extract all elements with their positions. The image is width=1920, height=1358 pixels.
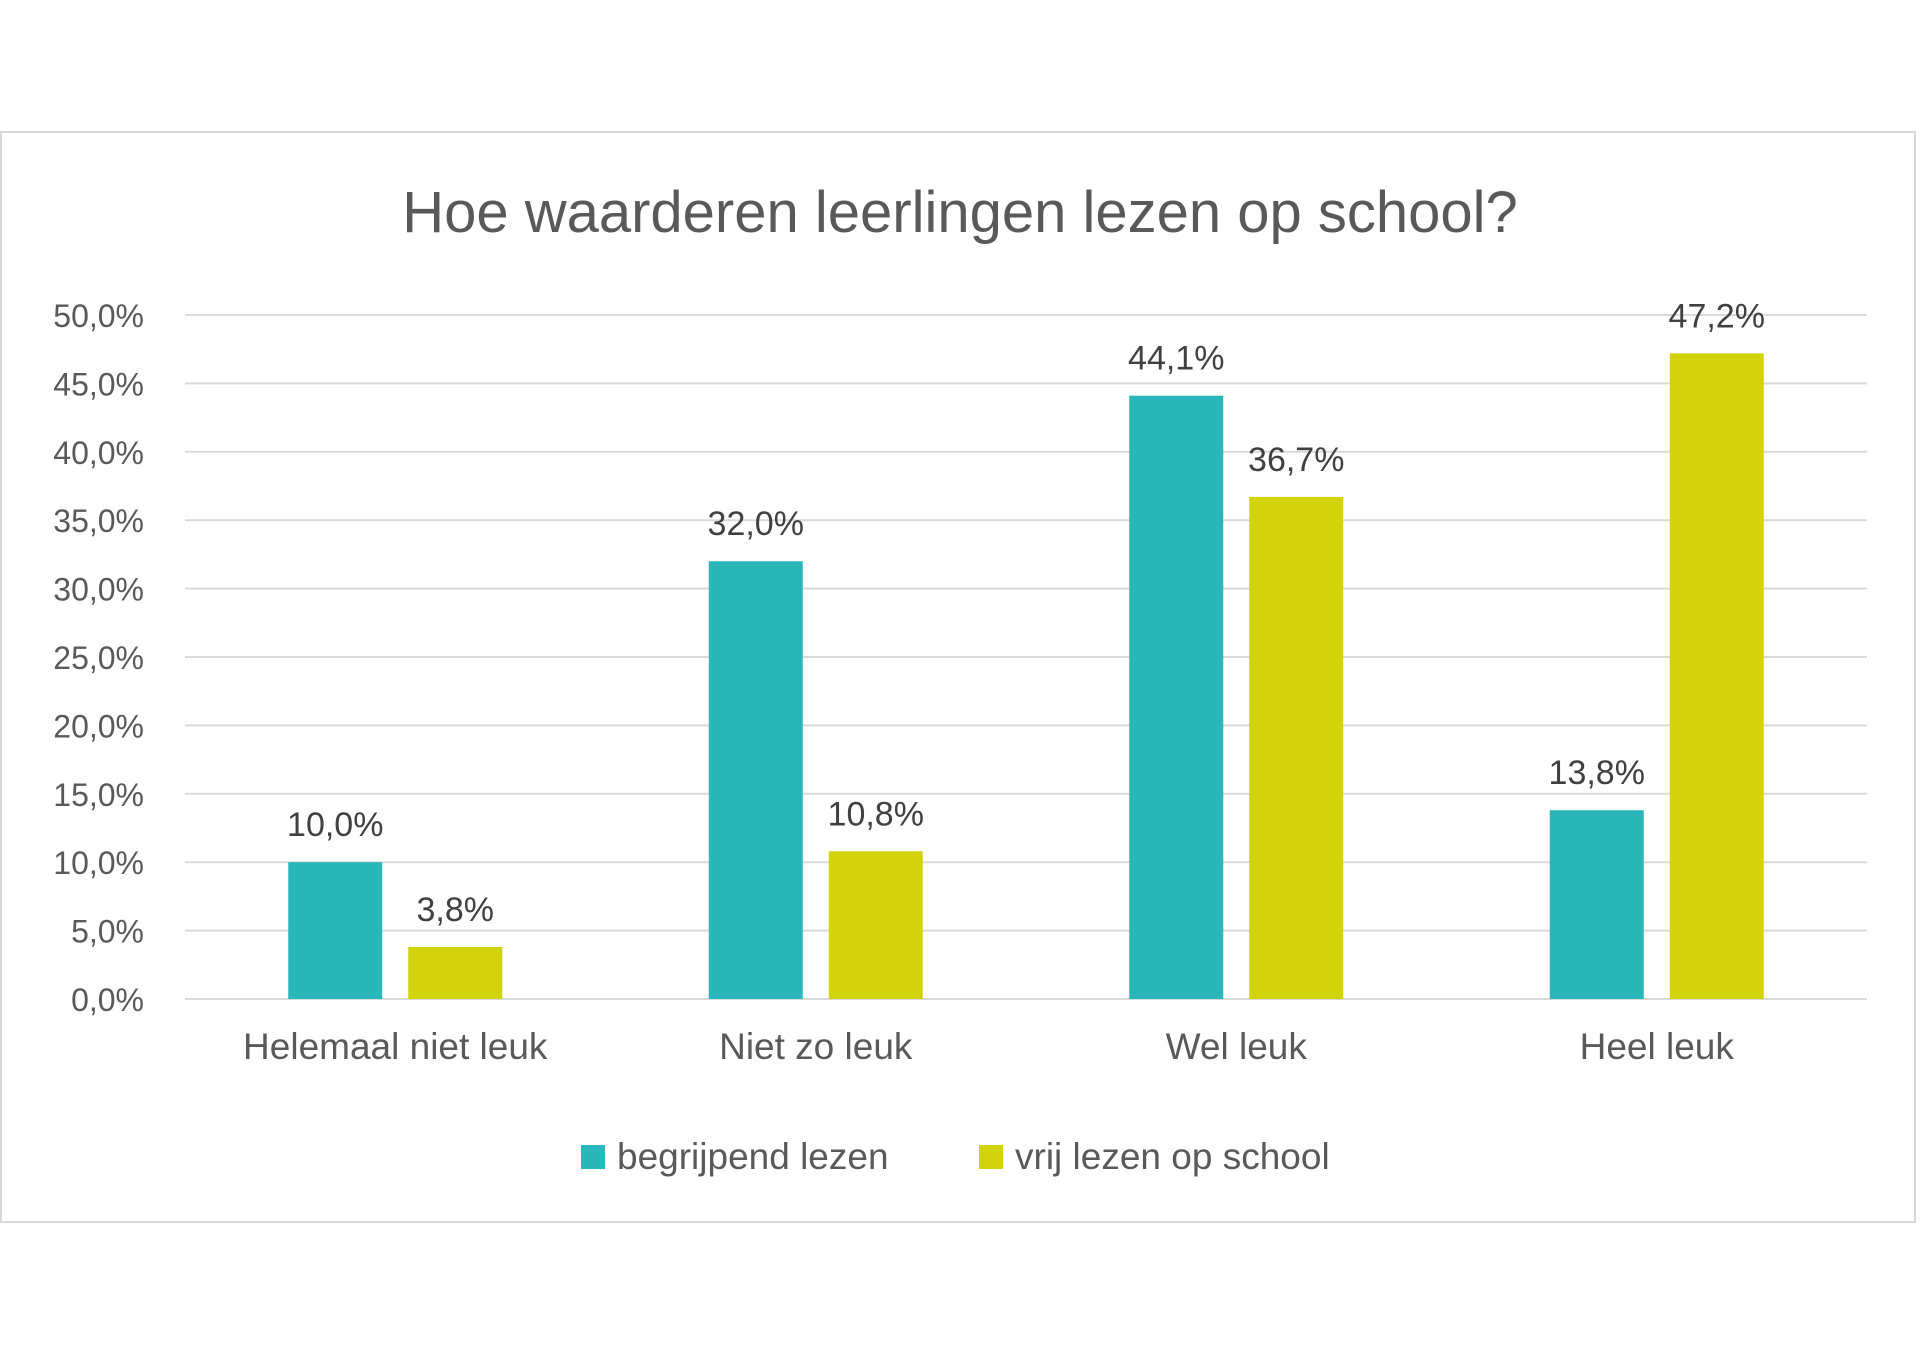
y-axis-tick-labels: 0,0% 5,0% 10,0% 15,0% 20,0% 25,0% 30,0% 35,0% 40… bbox=[53, 298, 144, 1018]
y-tick-label: 15,0% bbox=[53, 777, 144, 813]
y-tick-label: 40,0% bbox=[53, 435, 144, 471]
data-label: 10,8% bbox=[828, 795, 924, 833]
y-tick-label: 45,0% bbox=[53, 366, 144, 402]
data-label: 3,8% bbox=[417, 891, 495, 929]
y-tick-label: 5,0% bbox=[71, 914, 144, 950]
y-tick-label: 10,0% bbox=[53, 845, 144, 881]
legend: begrijpend lezen vrij lezen op school bbox=[581, 1136, 1330, 1177]
y-tick-label: 0,0% bbox=[71, 982, 144, 1018]
gridlines bbox=[185, 314, 1867, 1000]
bars bbox=[288, 353, 1764, 999]
bar bbox=[288, 862, 383, 999]
legend-label: vrij lezen op school bbox=[1015, 1136, 1330, 1177]
x-axis-category-labels: Helemaal niet leuk Niet zo leuk Wel leuk He… bbox=[243, 1026, 1734, 1067]
legend-label: begrijpend lezen bbox=[617, 1136, 889, 1177]
bar bbox=[1249, 496, 1344, 999]
category-label: Niet zo leuk bbox=[719, 1026, 913, 1067]
data-label: 36,7% bbox=[1248, 441, 1344, 479]
category-label: Heel leuk bbox=[1580, 1026, 1735, 1067]
y-tick-label: 50,0% bbox=[53, 298, 144, 334]
y-tick-label: 25,0% bbox=[53, 640, 144, 676]
legend-swatch bbox=[581, 1145, 605, 1169]
bar bbox=[1129, 395, 1224, 999]
bar bbox=[1549, 810, 1644, 999]
data-label: 44,1% bbox=[1128, 340, 1224, 378]
y-tick-label: 20,0% bbox=[53, 708, 144, 744]
bar bbox=[408, 947, 503, 999]
chart-title: Hoe waarderen leerlingen lezen op school… bbox=[402, 180, 1518, 245]
y-tick-label: 30,0% bbox=[53, 572, 144, 608]
data-label: 13,8% bbox=[1549, 754, 1645, 792]
category-label: Wel leuk bbox=[1166, 1026, 1308, 1067]
category-label: Helemaal niet leuk bbox=[243, 1026, 548, 1067]
chart-frame: Hoe waarderen leerlingen lezen op school… bbox=[0, 131, 1916, 1223]
bar bbox=[1669, 353, 1764, 999]
legend-swatch bbox=[979, 1145, 1003, 1169]
data-label: 32,0% bbox=[708, 505, 804, 543]
y-tick-label: 35,0% bbox=[53, 503, 144, 539]
data-label: 47,2% bbox=[1669, 297, 1765, 335]
bar bbox=[828, 851, 923, 999]
bar-chart: Hoe waarderen leerlingen lezen op school… bbox=[53, 180, 1867, 1177]
data-label: 10,0% bbox=[287, 806, 383, 844]
bar bbox=[708, 561, 803, 999]
data-labels: 10,0% 3,8% 32,0% 10,8% 44,1% 36,7% 13,8% 47,2% bbox=[287, 297, 1765, 929]
